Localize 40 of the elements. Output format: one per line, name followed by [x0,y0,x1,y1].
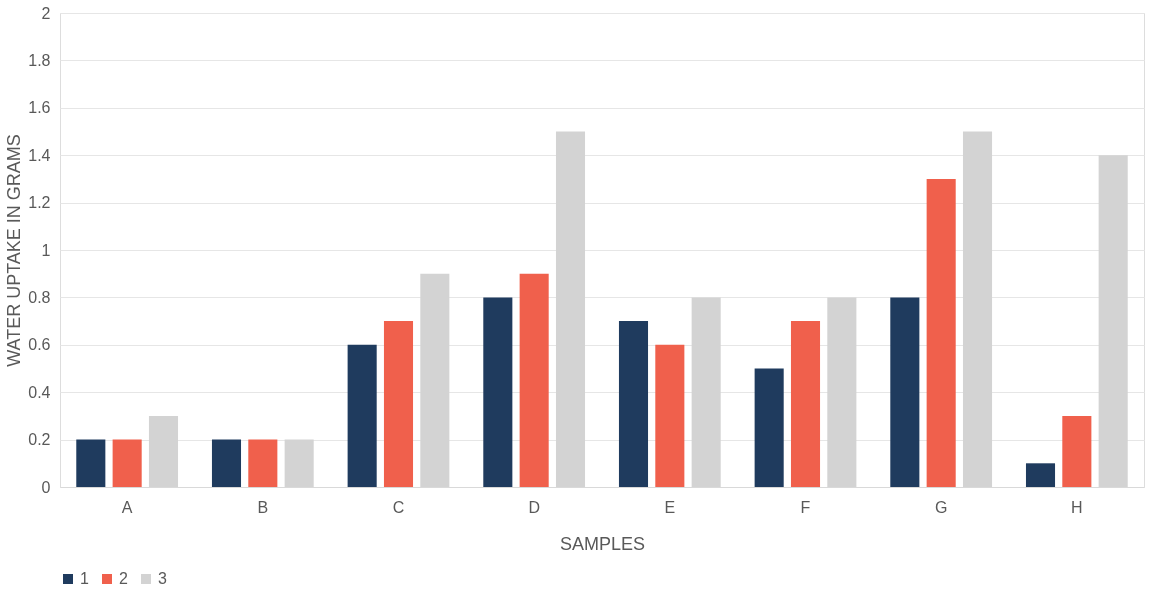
bar [655,344,685,487]
bar [483,297,513,487]
y-tick-label: 0.8 [28,288,51,306]
bar [754,368,784,487]
bar [1062,415,1092,487]
bar [383,321,414,487]
y-tick-label: 0 [41,478,51,496]
x-tick-label: H [1071,498,1083,516]
x-tick-label: E [664,498,676,516]
y-tick-label: 0.4 [28,383,51,401]
legend-label: 2 [119,570,128,587]
bar [248,439,278,487]
y-tick-label: 1.2 [28,194,51,212]
y-tick-label: 1 [41,241,51,259]
y-tick-label: 0.2 [28,431,51,449]
bar [76,439,106,487]
x-tick-label: G [934,498,948,516]
y-axis-title: WATER UPTAKE IN GRAMS [4,134,25,367]
legend-label: 1 [80,570,89,587]
x-tick-label: B [257,498,269,516]
bar [618,321,649,487]
x-tick-label: A [121,498,133,516]
y-tick-label: 0.6 [28,336,51,354]
y-tick-label: 2 [41,4,51,22]
x-tick-label: F [800,498,811,516]
x-axis-title: SAMPLES [559,533,646,554]
legend-label: 3 [158,570,167,587]
x-tick-label: C [392,498,405,516]
bar [926,178,956,487]
bar [211,439,242,487]
y-tick-label: 1.8 [28,51,51,69]
bar [347,344,377,487]
bar [1025,463,1056,487]
y-tick-label: 1.6 [28,99,51,117]
bar [790,321,821,487]
x-tick-label: D [528,498,540,516]
y-tick-label: 1.4 [28,146,51,164]
bar [112,439,142,487]
bar [519,273,549,487]
bar [890,297,920,487]
